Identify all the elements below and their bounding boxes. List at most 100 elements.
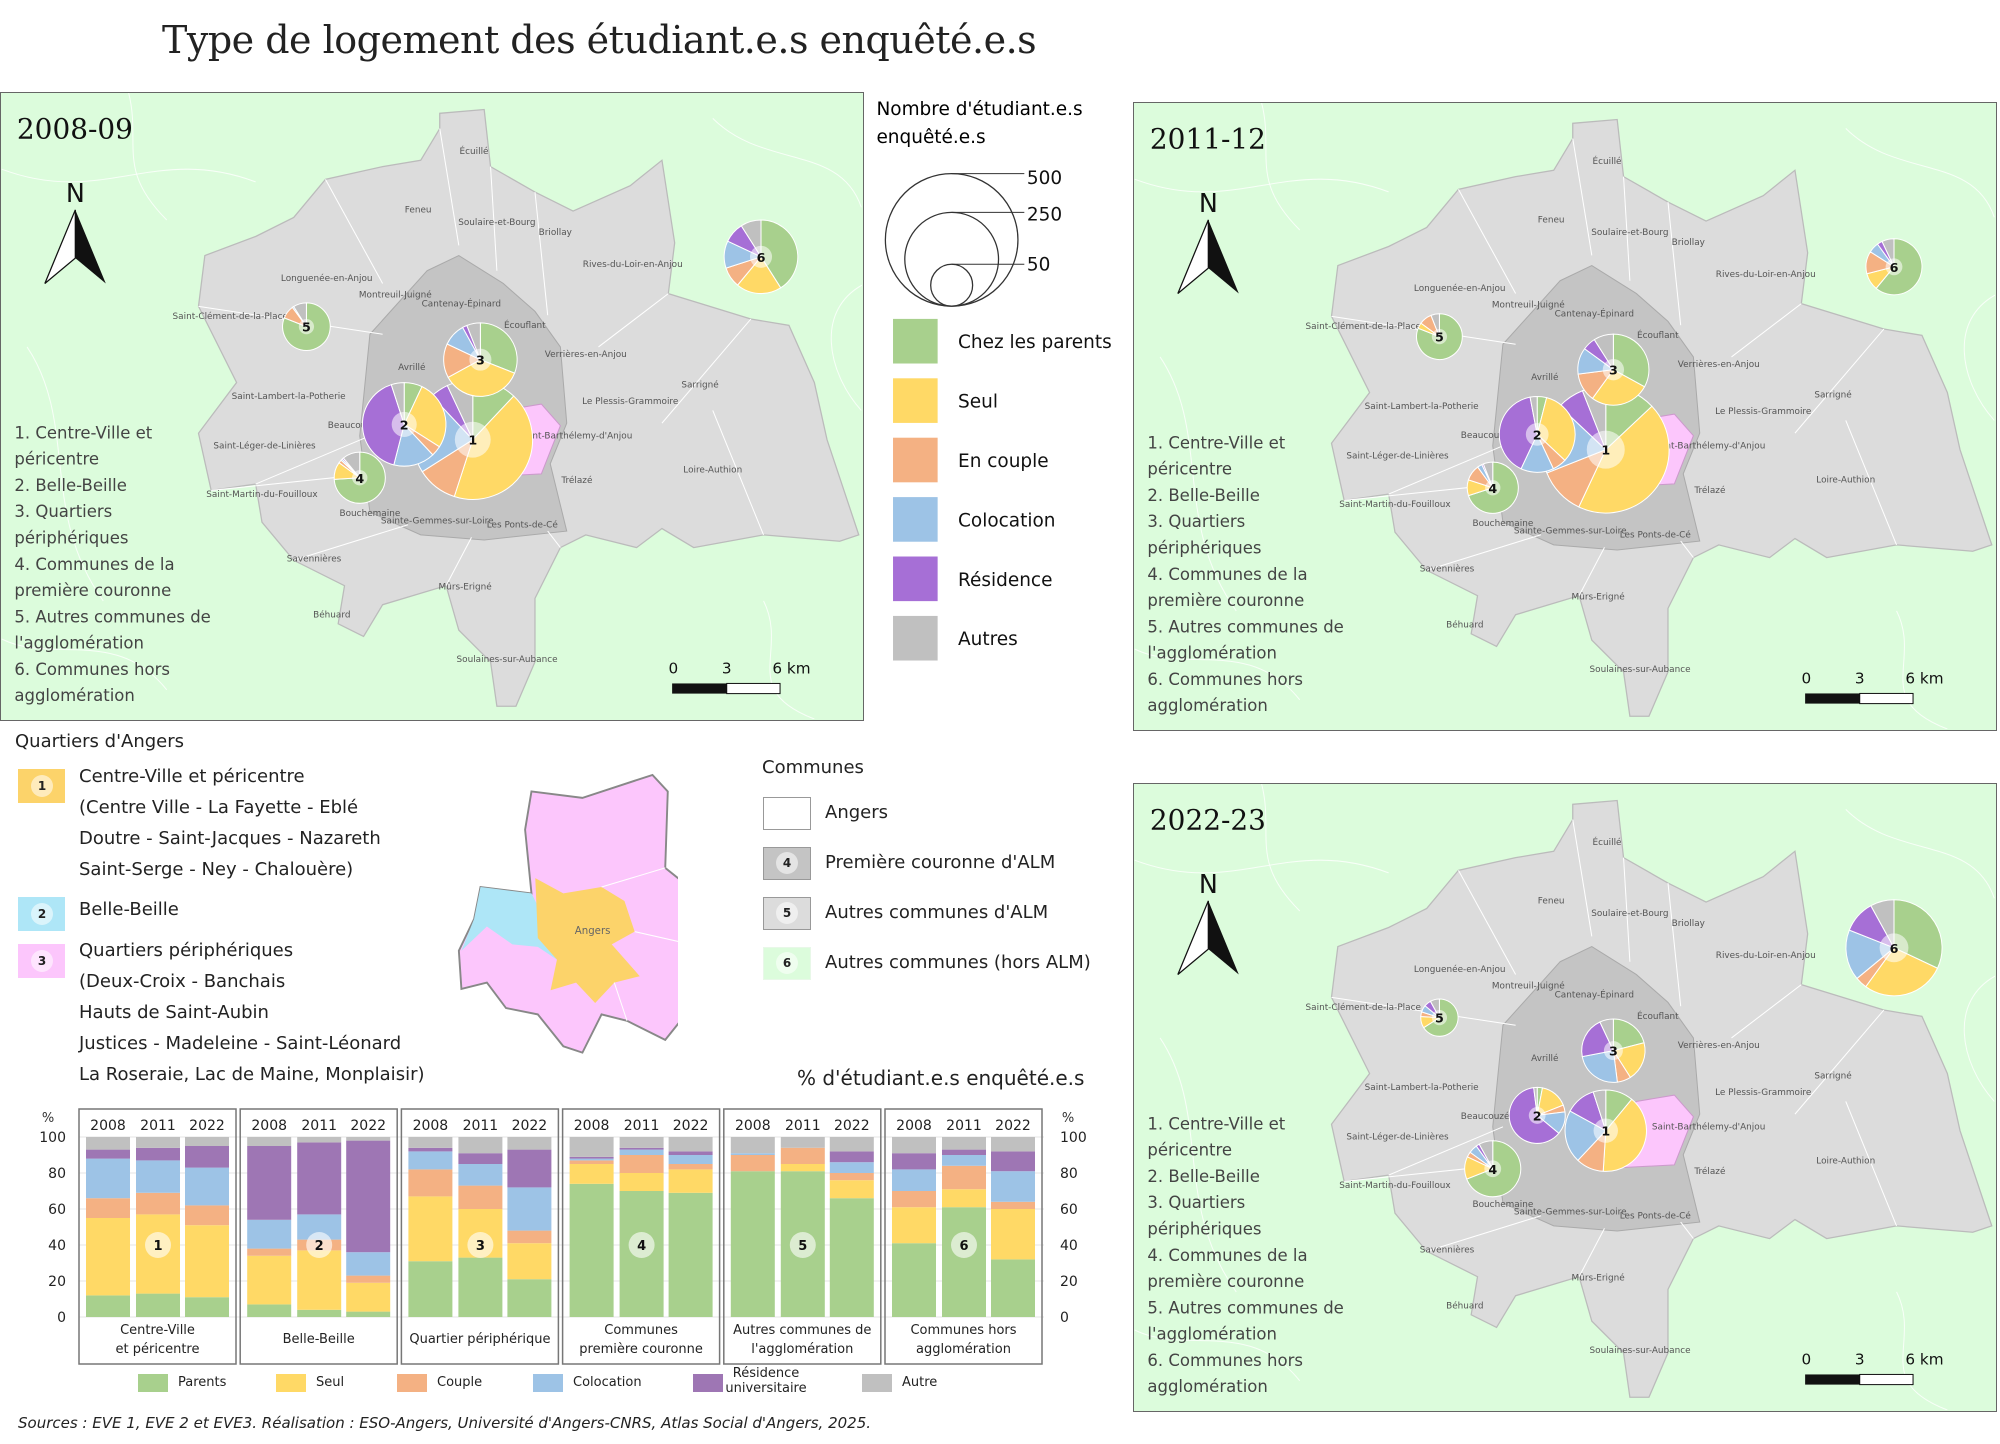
pie-center bbox=[1603, 1041, 1623, 1061]
quartier-swatch-2: 2 bbox=[18, 897, 65, 931]
y-axis-unit-left: % bbox=[42, 1111, 54, 1126]
zone-legend-line: l'agglomération bbox=[14, 634, 144, 653]
scale-label: 3 bbox=[722, 659, 732, 677]
bar-panel-frame bbox=[884, 1108, 1043, 1365]
bar-panel-number-bg bbox=[145, 1232, 171, 1258]
bar-segment-residence bbox=[507, 1149, 552, 1188]
year-label: 2011 bbox=[946, 1118, 982, 1134]
quartier-legend-text: Doutre - Saint-Jacques - Nazareth bbox=[79, 828, 381, 849]
year-label: 2011 bbox=[624, 1118, 660, 1134]
bar-segment-autres bbox=[892, 1137, 936, 1154]
commune-label: Sainte-Gemmes-sur-Loire bbox=[381, 516, 494, 526]
bar-segment-parents bbox=[942, 1207, 986, 1317]
zone-legend-line: agglomération bbox=[1147, 1377, 1267, 1396]
commune-boundary bbox=[1578, 1228, 1605, 1277]
commune-label: Beaucouzé bbox=[1461, 430, 1510, 441]
commune-label: Saint-Barthélemy-d'Anjou bbox=[519, 430, 632, 441]
pie-center bbox=[1525, 423, 1549, 446]
commune-label: Savennières bbox=[1420, 1245, 1475, 1256]
commune-type-label: Autres communes d'ALM bbox=[825, 902, 1049, 923]
bar-segment-couple bbox=[780, 1147, 825, 1164]
bar-segment-colocation bbox=[458, 1164, 503, 1186]
pie-number: 3 bbox=[476, 353, 485, 368]
pie-chart-zone-6: 6 bbox=[1865, 238, 1923, 296]
commune-label: Avrillé bbox=[398, 362, 425, 373]
quartier-legend-text: La Roseraie, Lac de Maine, Monplaisir) bbox=[79, 1064, 425, 1085]
zone-legend-line: péricentre bbox=[1147, 460, 1232, 479]
pie-chart-zone-6: 6 bbox=[1845, 899, 1943, 997]
scale-bar: 0 3 6 km bbox=[669, 659, 811, 695]
year-label: 2011 bbox=[785, 1118, 821, 1134]
north-arrow-left bbox=[44, 209, 76, 284]
pie-number: 5 bbox=[1435, 330, 1444, 345]
y-tick-right: 20 bbox=[1060, 1274, 1078, 1290]
scale-bar-white bbox=[726, 682, 781, 695]
bar-segment-autres bbox=[507, 1137, 552, 1150]
pie-number: 2 bbox=[1533, 427, 1542, 442]
map-2008-09: Écuillé Feneu Soulaire-et-Bourg Briollay Riv… bbox=[0, 92, 864, 721]
pie-chart-zone-5: 5 bbox=[1420, 998, 1459, 1037]
map-2022-23: Écuillé Feneu Soulaire-et-Bourg Briollay Riv… bbox=[1133, 783, 1997, 1412]
commune-boundary bbox=[1667, 882, 1682, 1007]
scale-label: 6 km bbox=[772, 659, 810, 677]
scale-bar: 0 3 6 km bbox=[1802, 669, 1944, 705]
quartier-legend-text: Centre-Ville et péricentre bbox=[79, 766, 305, 787]
bar-panel-number-bg bbox=[628, 1232, 655, 1258]
commune-boundary bbox=[1845, 420, 1898, 546]
bar-legend-label-colocation: Colocation bbox=[573, 1375, 642, 1390]
map-canvas: Écuillé Feneu Soulaire-et-Bourg Briollay Riv… bbox=[1134, 784, 1995, 1410]
commune-boundary bbox=[1261, 103, 1301, 231]
pie-chart-zone-2: 2 bbox=[1498, 395, 1576, 473]
scale-label: 6 km bbox=[1905, 1350, 1943, 1368]
bar-panel-number-bg bbox=[467, 1232, 494, 1258]
commune-label: Sarrigné bbox=[1814, 390, 1851, 401]
north-label: N bbox=[66, 178, 85, 208]
bar-segment-residence bbox=[346, 1140, 391, 1253]
commune-label: Beaucouzé bbox=[328, 420, 377, 431]
pie-center bbox=[1431, 1010, 1448, 1026]
bar-segment-couple bbox=[247, 1248, 292, 1256]
quartier-legend-text: Belle-Beille bbox=[79, 899, 179, 920]
commune-boundary bbox=[1731, 303, 1802, 358]
bar-legend-swatch-seul bbox=[276, 1374, 306, 1392]
bar-segment-colocation bbox=[346, 1252, 391, 1276]
bar-panel-frame bbox=[78, 1108, 237, 1365]
map-canvas: Écuillé Feneu Soulaire-et-Bourg Briollay Riv… bbox=[1134, 103, 1995, 729]
commune-label: Saint-Martin-du-Fouilloux bbox=[1339, 500, 1450, 510]
commune-label: Soulaire-et-Bourg bbox=[458, 218, 535, 228]
commune-label: Longuenée-en-Anjou bbox=[281, 273, 373, 284]
bar-legend-label-residence: Résidence universitaire bbox=[725, 1366, 807, 1396]
bar-segment-residence bbox=[458, 1153, 503, 1164]
commune-boundary bbox=[1458, 870, 1517, 975]
commune-label: Feneu bbox=[1538, 215, 1565, 225]
size-legend-title-1: Nombre d'étudiant.e.s bbox=[876, 99, 1082, 120]
pie-center bbox=[454, 421, 491, 458]
bar-segment-autres bbox=[991, 1137, 1035, 1152]
bar-segment-autres bbox=[297, 1137, 342, 1143]
year-label: 2022 bbox=[189, 1118, 225, 1134]
commune-label: Bouchemaine bbox=[340, 509, 401, 519]
sources-note: Sources : EVE 1, EVE 2 et EVE3. Réalisat… bbox=[18, 1414, 872, 1432]
commune-label: Verrières-en-Anjou bbox=[1678, 359, 1760, 370]
north-arrow-left bbox=[1177, 900, 1209, 975]
map-2011-12: Écuillé Feneu Soulaire-et-Bourg Briollay Riv… bbox=[1133, 102, 1997, 731]
bar-panel-label: Centre-Ville bbox=[120, 1323, 195, 1338]
bar-segment-couple bbox=[619, 1155, 664, 1173]
north-arrow-right bbox=[1208, 900, 1239, 975]
commune-label: Le Plessis-Grammoire bbox=[1715, 1088, 1811, 1098]
commune-label: Verrières-en-Anjou bbox=[1678, 1040, 1760, 1051]
bar-segment-parents bbox=[569, 1183, 614, 1317]
commune-label: Soulaines-sur-Aubance bbox=[457, 655, 558, 665]
commune-label: Saint-Clément-de-la-Place bbox=[1306, 1002, 1421, 1013]
commune-label: Soulaines-sur-Aubance bbox=[1590, 665, 1691, 675]
zone-legend-line: 2. Belle-Beille bbox=[14, 476, 127, 495]
bar-panel-label: l'agglomération bbox=[751, 1342, 853, 1357]
bar-segment-seul bbox=[86, 1218, 130, 1296]
commune-label: Soulaines-sur-Aubance bbox=[1590, 1346, 1691, 1356]
y-tick-right: 60 bbox=[1060, 1202, 1078, 1218]
commune-type-label: Angers bbox=[825, 802, 888, 823]
pie-slice-seul bbox=[736, 255, 782, 294]
commune-label: Mûrs-Erigné bbox=[1572, 1272, 1625, 1283]
bar-legend-swatch-colocation bbox=[533, 1374, 563, 1392]
bar-segment-residence bbox=[86, 1149, 130, 1159]
